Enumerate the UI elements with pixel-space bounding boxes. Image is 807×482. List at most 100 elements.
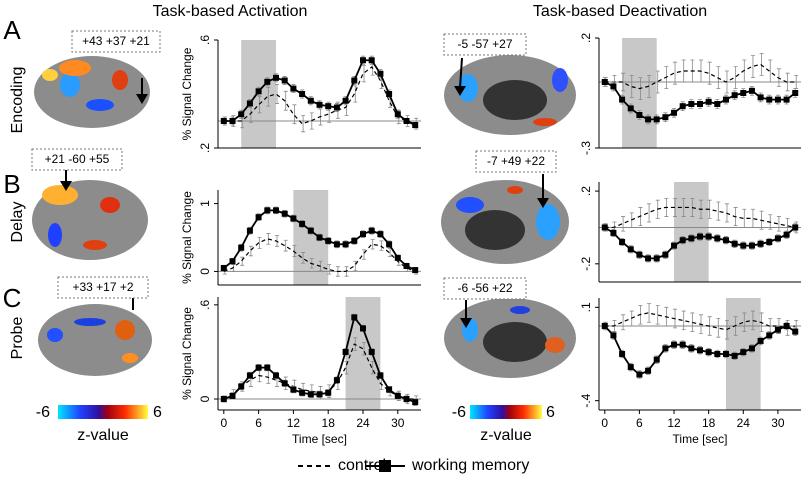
- error-bar: [733, 66, 738, 89]
- error-bar: [785, 72, 790, 92]
- error-bar: [370, 360, 375, 375]
- marker: [653, 255, 660, 262]
- error-bar: [750, 208, 755, 228]
- marker: [636, 112, 643, 118]
- marker: [220, 396, 227, 403]
- error-bar: [283, 239, 288, 252]
- legend-label: control: [338, 457, 386, 474]
- marker: [740, 90, 747, 96]
- error-bar: [301, 115, 306, 133]
- y-axis-label: % Signal Change: [180, 191, 194, 284]
- marker: [748, 242, 755, 249]
- colorbar: [58, 405, 148, 419]
- column-title: Task-based Deactivation: [533, 3, 707, 20]
- marker: [722, 351, 729, 357]
- marker: [757, 337, 764, 344]
- legend-label: working memory: [411, 457, 529, 474]
- error-bar: [283, 90, 288, 111]
- marker: [386, 241, 393, 248]
- error-bar: [362, 65, 366, 83]
- coord-box: [443, 277, 527, 300]
- marker: [255, 364, 262, 371]
- x-axis-label: Time [sec]: [673, 432, 728, 446]
- colorbar-tick: 6: [546, 404, 555, 421]
- error-bar: [655, 305, 660, 325]
- marker: [316, 101, 323, 108]
- error-bar: [231, 264, 236, 272]
- marker: [264, 364, 271, 371]
- marker: [273, 207, 279, 214]
- error-bar: [353, 260, 358, 272]
- marker: [220, 265, 227, 272]
- marker: [714, 351, 721, 357]
- error-bar: [768, 59, 773, 83]
- error-bar: [742, 208, 747, 228]
- series-line: [604, 312, 796, 331]
- y-tick-label: -.3: [579, 141, 593, 155]
- marker: [220, 118, 227, 124]
- marker: [705, 349, 712, 356]
- panel-letter: C: [3, 283, 22, 313]
- x-tick-label: 24: [737, 416, 751, 430]
- marker: [601, 323, 608, 329]
- error-bar: [681, 59, 686, 83]
- marker: [394, 392, 401, 399]
- y-tick-label: .1: [579, 302, 593, 312]
- coordinates: -6 -56 +22: [457, 281, 512, 295]
- y-tick-label: .2: [579, 33, 593, 43]
- x-tick-label: 18: [702, 416, 716, 430]
- x-tick-label: 6: [255, 416, 262, 430]
- error-bar: [257, 237, 262, 249]
- y-tick-label: .6: [198, 300, 212, 310]
- marker: [671, 109, 678, 116]
- marker: [307, 391, 314, 398]
- error-bar: [629, 75, 634, 98]
- colorbar-tick: 6: [153, 404, 162, 421]
- marker: [333, 104, 340, 111]
- marker: [601, 79, 608, 85]
- error-bar: [292, 104, 297, 125]
- marker: [386, 386, 393, 393]
- marker: [705, 233, 712, 240]
- marker: [722, 96, 729, 103]
- error-bar: [647, 203, 652, 223]
- marker: [238, 111, 245, 118]
- coord-box: [475, 150, 557, 173]
- marker: [351, 77, 358, 84]
- marker: [246, 100, 253, 107]
- task-period: [345, 297, 381, 410]
- marker: [774, 326, 781, 333]
- series-line: [604, 206, 796, 229]
- marker: [757, 94, 764, 101]
- task-period: [293, 190, 329, 285]
- row-label: Encoding: [9, 67, 26, 134]
- marker: [748, 345, 755, 352]
- coordinates: +43 +37 +21: [82, 34, 150, 48]
- marker: [766, 96, 773, 103]
- marker: [679, 103, 686, 110]
- error-bar: [379, 240, 384, 251]
- error-bar: [266, 86, 271, 107]
- error-bar: [248, 245, 253, 257]
- error-bar: [673, 197, 678, 217]
- marker: [619, 96, 626, 103]
- marker: [281, 210, 288, 217]
- error-bar: [716, 318, 721, 338]
- brain-medial: [444, 55, 576, 135]
- marker: [307, 97, 314, 104]
- y-tick-label: -.4: [579, 393, 593, 407]
- marker: [290, 215, 297, 222]
- marker: [636, 251, 643, 258]
- marker: [688, 345, 695, 352]
- marker: [342, 241, 349, 248]
- marker: [316, 391, 323, 398]
- y-axis-label: % Signal Change: [180, 307, 194, 400]
- column-title: Task-based Activation: [153, 3, 308, 20]
- brain-medial: [444, 298, 576, 378]
- marker: [246, 372, 253, 379]
- panel-letter: A: [3, 15, 21, 45]
- error-bar: [240, 256, 245, 266]
- marker: [774, 96, 781, 103]
- marker: [705, 98, 712, 105]
